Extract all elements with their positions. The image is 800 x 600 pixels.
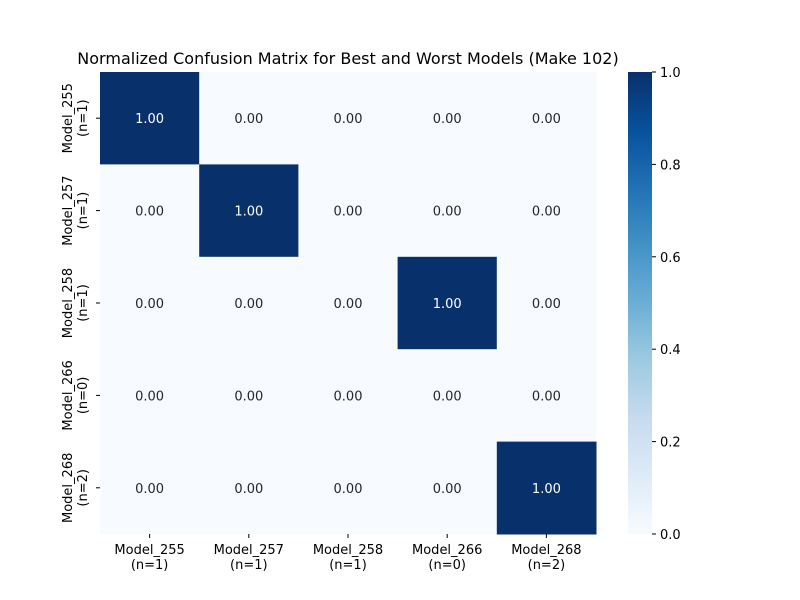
y-tick-label-1-1: (n=1) [76,192,91,230]
heatmap-cell-r4-c3 [397,441,498,535]
heatmap-cell-r4-c0 [100,441,200,535]
heatmap-cell-r1-c1 [199,164,299,258]
heatmap-cell-r2-c0 [100,256,200,350]
colorbar-tick-label-4: 0.8 [660,158,681,173]
colorbar-tick-label-0: 0.0 [660,528,681,543]
colorbar-tick-label-2: 0.4 [660,343,681,358]
cell-label-r3-c2: 0.00 [334,389,363,404]
x-tick-label-0-0: Model_255 [114,543,184,558]
cell-label-r1-c0: 0.00 [135,205,164,220]
heatmap-cell-r1-c3 [397,164,498,258]
cell-label-r1-c3: 0.00 [433,205,462,220]
cell-label-r0-c3: 0.00 [433,112,462,127]
cell-label-r3-c0: 0.00 [135,389,164,404]
heatmap-cell-r0-c2 [298,72,399,165]
heatmap-cells [100,72,597,535]
cell-label-r4-c4: 1.00 [532,482,561,497]
cell-label-r1-c4: 0.00 [532,205,561,220]
heatmap-cell-labels: 1.00 0.00 0.00 0.00 0.00 0.00 1.00 0.00 0.00 0.00… [135,112,561,497]
cell-label-r4-c2: 0.00 [334,482,363,497]
y-tick-label-3-1: (n=0) [76,377,91,415]
heatmap-cell-r2-c1 [199,256,299,350]
x-tick-label-3-0: Model_266 [412,543,482,558]
heatmap-cell-r3-c1 [199,349,299,443]
y-tick-label-4-0: Model_268 [61,453,76,523]
heatmap-cell-r0-c4 [496,72,597,165]
x-tick-label-2-1: (n=1) [329,558,367,573]
y-tick-label-2-1: (n=1) [76,284,91,322]
cell-label-r3-c3: 0.00 [433,389,462,404]
heatmap-cell-r0-c3 [397,72,498,165]
heatmap-cell-r0-c1 [199,72,299,165]
y-tick-label-2-0: Model_258 [61,268,76,338]
heatmap-cell-r2-c2 [298,256,399,350]
cell-label-r0-c4: 0.00 [532,112,561,127]
heatmap-cell-r4-c2 [298,441,399,535]
heatmap-cell-r2-c3 [397,256,498,350]
cell-label-r2-c0: 0.00 [135,297,164,312]
heatmap-cell-r3-c2 [298,349,399,443]
heatmap-cell-r1-c2 [298,164,399,258]
x-tick-label-2-0: Model_258 [313,543,383,558]
heatmap-cell-r3-c3 [397,349,498,443]
heatmap-cell-r0-c0 [100,72,200,165]
colorbar-tick-label-3: 0.6 [660,251,681,266]
cell-label-r4-c1: 0.00 [234,482,263,497]
cell-label-r1-c2: 0.00 [334,205,363,220]
y-tick-label-4-1: (n=2) [76,469,91,507]
cell-label-r3-c1: 0.00 [234,389,263,404]
cell-label-r4-c3: 0.00 [433,482,462,497]
y-tick-label-1-0: Model_257 [61,175,76,245]
cell-label-r4-c0: 0.00 [135,482,164,497]
x-tick-label-0-1: (n=1) [131,558,169,573]
x-tick-label-4-1: (n=2) [528,558,566,573]
y-tick-label-0-1: (n=1) [76,99,91,137]
y-tick-label-0-0: Model_255 [61,83,76,153]
colorbar [628,72,652,534]
heatmap-cell-r3-c4 [496,349,597,443]
cell-label-r2-c4: 0.00 [532,297,561,312]
x-tick-label-1-0: Model_257 [214,543,284,558]
colorbar-gradient [628,72,652,534]
cell-label-r2-c1: 0.00 [234,297,263,312]
colorbar-tick-label-1: 0.2 [660,436,681,451]
chart-title: Normalized Confusion Matrix for Best and… [77,49,618,68]
x-tick-label-1-1: (n=1) [230,558,268,573]
x-tick-label-3-1: (n=0) [428,558,466,573]
colorbar-ticks: 0.0 0.2 0.4 0.6 0.8 1.0 [652,66,681,543]
heatmap-cell-r4-c4 [496,441,597,535]
cell-label-r0-c1: 0.00 [234,112,263,127]
cell-label-r3-c4: 0.00 [532,389,561,404]
x-tick-label-4-0: Model_268 [511,543,581,558]
cell-label-r2-c3: 1.00 [433,297,462,312]
y-tick-label-3-0: Model_266 [61,360,76,430]
cell-label-r2-c2: 0.00 [334,297,363,312]
y-axis-ticks: Model_255 (n=1)Model_257 (n=1)Model_258 (n=… [61,83,100,523]
x-axis-ticks: Model_255(n=1)Model_257(n=1)Model_258(n=… [114,534,582,573]
cell-label-r0-c2: 0.00 [334,112,363,127]
heatmap-cell-r1-c4 [496,164,597,258]
cell-label-r1-c1: 1.00 [234,205,263,220]
heatmap-cell-r3-c0 [100,349,200,443]
cell-label-r0-c0: 1.00 [135,112,164,127]
colorbar-tick-label-5: 1.0 [660,66,681,81]
heatmap-cell-r2-c4 [496,256,597,350]
heatmap-cell-r4-c1 [199,441,299,535]
heatmap-cell-r1-c0 [100,164,200,258]
